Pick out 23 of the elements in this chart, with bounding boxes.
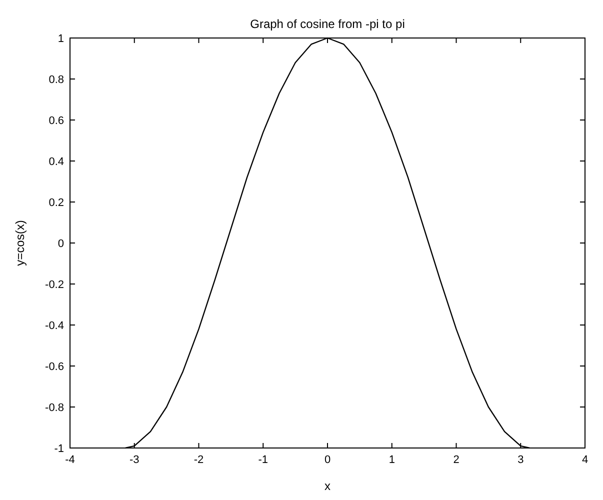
y-tick-label: 0.4 <box>48 156 64 168</box>
y-tick-label: 0.6 <box>48 115 64 127</box>
x-tick-label: 4 <box>582 454 588 466</box>
y-tick-label: -0.2 <box>45 279 64 291</box>
x-tick-label: 2 <box>453 454 460 466</box>
x-tick-label: -1 <box>258 454 268 466</box>
x-tick-label: 1 <box>388 454 395 466</box>
y-tick-label: -0.6 <box>45 361 64 373</box>
x-tick-label: -3 <box>129 454 140 466</box>
y-tick-label: -1 <box>54 443 64 455</box>
x-tick-label: -2 <box>194 454 204 466</box>
x-axis-title: x <box>324 479 330 493</box>
x-tick-label: 0 <box>324 454 331 466</box>
y-tick-label: 0 <box>58 238 64 250</box>
x-tick-label: 3 <box>518 454 524 466</box>
y-tick-label: -0.8 <box>45 402 64 414</box>
chart-title: Graph of cosine from -pi to pi <box>250 17 405 31</box>
y-tick-label: 0.2 <box>48 197 64 209</box>
y-tick-label: -0.4 <box>45 320 64 332</box>
y-axis-title: y=cos(x) <box>13 220 27 266</box>
x-tick-label: -4 <box>65 454 75 466</box>
y-tick-label: 0.8 <box>48 74 64 86</box>
y-tick-label: 1 <box>58 33 64 45</box>
